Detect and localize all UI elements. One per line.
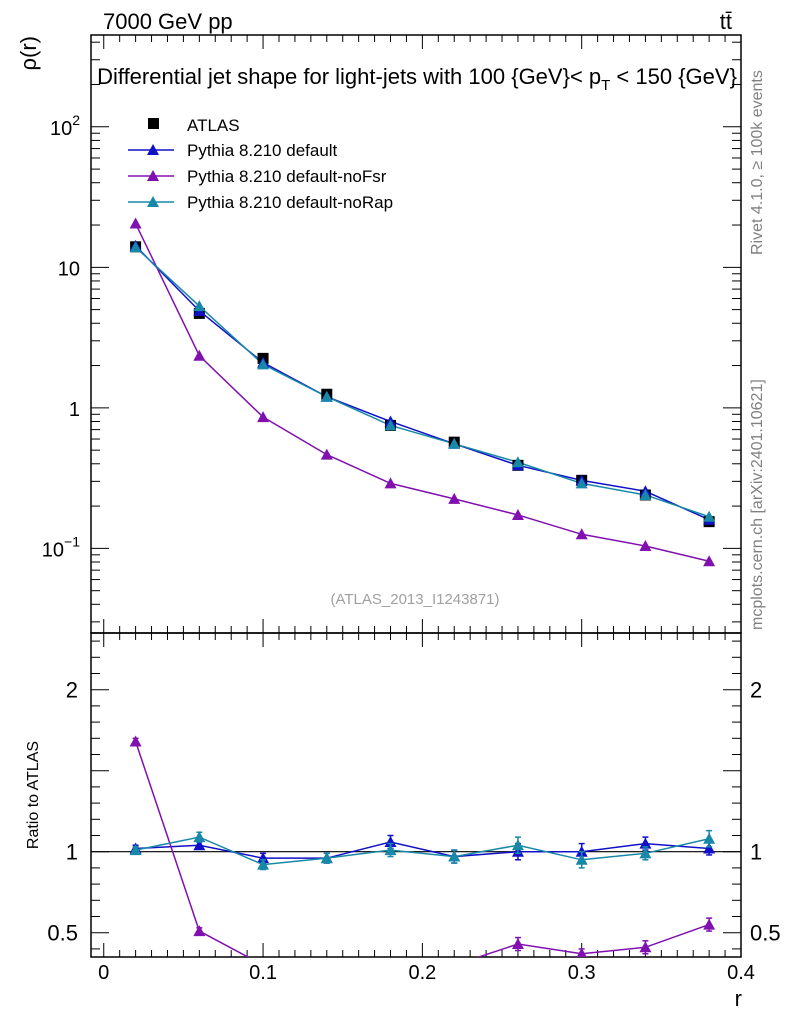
data-point-noRap bbox=[193, 300, 206, 312]
upper-y-tick-label: 102 bbox=[50, 112, 80, 140]
data-point-noRap bbox=[575, 477, 588, 489]
legend-marker-nofsr bbox=[147, 170, 159, 181]
upper-y-tick-label: 1 bbox=[69, 399, 80, 421]
data-point-noFsr bbox=[129, 217, 142, 229]
data-point-noFsr bbox=[320, 448, 333, 460]
ratio-point-noRap bbox=[320, 852, 333, 864]
x-tick-label: 0.4 bbox=[727, 962, 755, 984]
legend-marker-default bbox=[147, 144, 159, 155]
ratio-line-noRap bbox=[135, 836, 710, 866]
tick-base: 1 bbox=[69, 399, 80, 421]
data-point-noFsr bbox=[703, 555, 716, 567]
process-label: tt̄ bbox=[720, 9, 732, 34]
ratio-point-noFsr bbox=[129, 735, 142, 747]
x-axis-label: r bbox=[735, 986, 742, 1011]
tick-exponent: −1 bbox=[64, 533, 80, 549]
x-tick-label: 0.2 bbox=[408, 962, 436, 984]
data-point-noRap bbox=[511, 456, 524, 468]
ratio-y-tick-label-right: 0.5 bbox=[750, 921, 781, 946]
ratio-point-noFsr bbox=[321, 975, 333, 986]
ratio-point-noRap bbox=[257, 858, 270, 870]
legend-marker-atlas bbox=[148, 118, 159, 129]
ratio-point-default bbox=[639, 837, 652, 849]
data-point-noFsr bbox=[384, 477, 397, 489]
data-point-noFsr bbox=[639, 539, 652, 551]
data-point-noFsr bbox=[448, 492, 461, 504]
data-point-noFsr bbox=[193, 349, 206, 361]
tick-exponent: 2 bbox=[72, 112, 80, 128]
data-point-noRap bbox=[384, 419, 397, 431]
ratio-point-noRap bbox=[511, 839, 524, 851]
ratio-point-noRap bbox=[384, 844, 397, 856]
legend-label-atlas: ATLAS bbox=[187, 116, 240, 135]
legend: ATLAS Pythia 8.210 default Pythia 8.210 … bbox=[128, 116, 393, 212]
x-tick-label: 0.3 bbox=[568, 962, 596, 984]
mcplots-source-label: mcplots.cern.ch [arXiv:2401.10621] bbox=[749, 379, 766, 630]
title-tail-text: < 150 {GeV} bbox=[610, 64, 737, 89]
ratio-point-noFsr bbox=[639, 941, 652, 953]
ratio-y-tick-label-right: 2 bbox=[750, 678, 762, 703]
legend-label-norap: Pythia 8.210 default-noRap bbox=[187, 193, 393, 212]
legend-marker-norap bbox=[147, 196, 159, 207]
upper-y-tick-label: 10−1 bbox=[42, 533, 80, 561]
series-line-noRap bbox=[135, 246, 710, 518]
ratio-y-tick-label-right: 1 bbox=[750, 840, 762, 865]
ratio-point-noRap bbox=[193, 831, 206, 843]
ratio-point-noFsr bbox=[576, 947, 587, 957]
series-line-noFsr bbox=[134, 223, 710, 562]
ratio-y-axis-label: Ratio to ATLAS bbox=[25, 741, 42, 849]
ratio-point-noRap bbox=[639, 847, 652, 859]
ratio-line-noFsr bbox=[134, 741, 710, 957]
ratio-y-tick-label-left: 0.5 bbox=[47, 921, 78, 946]
ratio-point-noFsr bbox=[703, 918, 716, 930]
tick-base: 10 bbox=[42, 539, 64, 561]
ratio-point-noFsr bbox=[511, 938, 524, 950]
data-point-noRap bbox=[703, 510, 716, 522]
data-point-noRap bbox=[129, 241, 142, 253]
main-chart-title: Differential jet shape for light-jets wi… bbox=[97, 64, 737, 94]
title-main-text: Differential jet shape for light-jets wi… bbox=[97, 64, 601, 89]
ratio-point-noRap bbox=[129, 844, 142, 856]
ratio-y-tick-label-left: 1 bbox=[66, 840, 78, 865]
ratio-plot-frame bbox=[90, 632, 742, 958]
data-point-noRap bbox=[257, 358, 270, 370]
ratio-point-noRap bbox=[703, 832, 716, 844]
data-point-noFsr bbox=[257, 411, 270, 423]
legend-label-nofsr: Pythia 8.210 default-noFsr bbox=[187, 167, 387, 186]
title-subscript: T bbox=[601, 77, 610, 94]
ratio-point-default bbox=[703, 842, 716, 854]
data-point-noFsr bbox=[575, 528, 588, 540]
ratio-point-default bbox=[193, 839, 206, 851]
ratio-point-noFsr bbox=[193, 925, 206, 937]
ratio-point-noRap bbox=[448, 850, 461, 862]
legend-label-default: Pythia 8.210 default bbox=[187, 141, 338, 160]
ratio-series-group bbox=[129, 735, 716, 986]
data-point-noRap bbox=[448, 437, 461, 449]
ratio-point-noRap bbox=[575, 853, 588, 865]
ratio-y-tick-label-left: 2 bbox=[66, 678, 78, 703]
data-point-noRap bbox=[639, 488, 652, 500]
ratio-point-noFsr bbox=[448, 959, 460, 970]
tick-base: 10 bbox=[50, 118, 72, 140]
data-point-noFsr bbox=[511, 508, 524, 520]
upper-y-axis-label: ρ(r) bbox=[16, 36, 41, 71]
series-line-default bbox=[135, 245, 710, 521]
x-tick-label: 0 bbox=[98, 962, 109, 984]
tick-base: 10 bbox=[58, 258, 80, 280]
rivet-version-label: Rivet 4.1.0, ≥ 100k events bbox=[749, 70, 766, 255]
energy-label: 7000 GeV pp bbox=[103, 9, 233, 34]
upper-y-tick-label: 10 bbox=[58, 258, 80, 280]
data-point-noRap bbox=[320, 390, 333, 402]
ratio-point-noFsr bbox=[385, 975, 397, 986]
x-tick-label: 0.1 bbox=[249, 962, 277, 984]
analysis-watermark: (ATLAS_2013_I1243871) bbox=[330, 591, 499, 608]
